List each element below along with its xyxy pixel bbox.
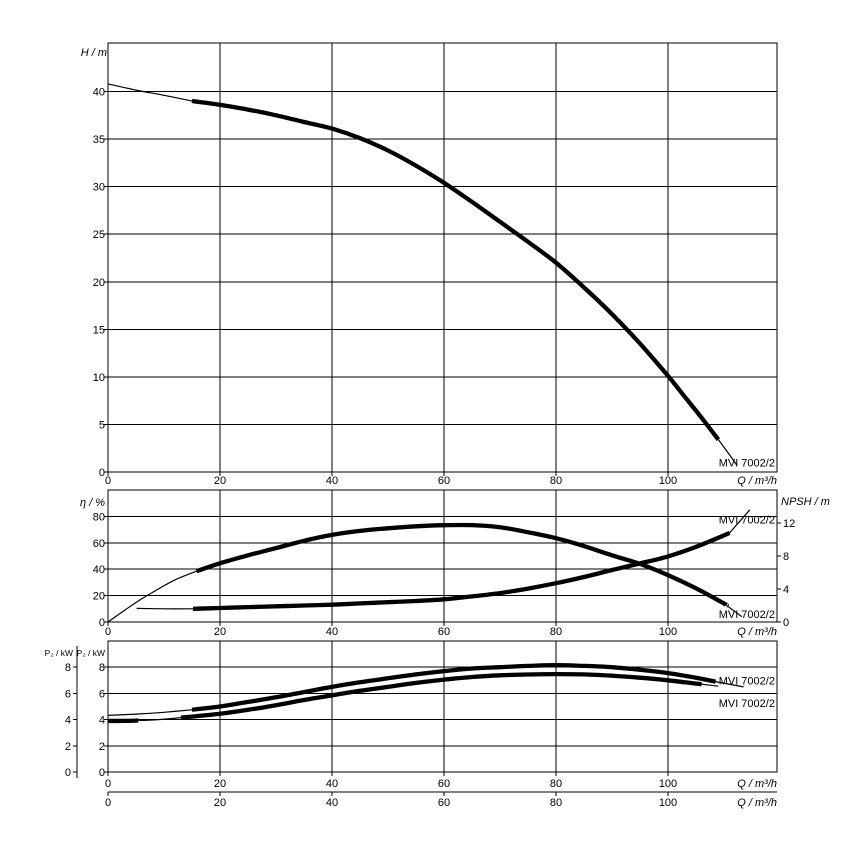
pump-model-label: MVI 7002/2 [719, 515, 775, 527]
y-tick-label: 80 [93, 511, 105, 523]
y-tick-label: 60 [93, 538, 105, 550]
y-tick-label: 20 [93, 277, 105, 289]
x-tick-label: 40 [326, 475, 338, 487]
y-tick-label: 10 [93, 372, 105, 384]
series-npsh-curve-thick [193, 530, 731, 611]
right-y-tick-label: 12 [783, 518, 795, 530]
second-x-tick-label: 80 [550, 797, 562, 809]
x-tick-label: 0 [105, 778, 111, 790]
y-axis-label: H / m [81, 47, 107, 59]
outer-y-axis-label: P₂ / kW [45, 648, 73, 658]
series-head-curve-thin [717, 439, 738, 466]
y-axis-label: P₂ / kW [77, 648, 105, 658]
pump-model-label: MVI 7002/2 [719, 698, 775, 710]
x-axis-label: Q / m³/h [737, 626, 777, 638]
x-tick-label: 20 [214, 475, 226, 487]
plot-frame [107, 640, 778, 773]
second-x-axis-label: Q / m³/h [737, 797, 777, 809]
plot-frame [107, 42, 778, 473]
right-y-tick-label: 0 [783, 617, 789, 629]
y-tick-label: 0 [99, 767, 105, 779]
x-tick-label: 60 [438, 475, 450, 487]
x-tick-label: 80 [550, 626, 562, 638]
y-tick-label: 0 [99, 467, 105, 479]
pump-model-label: MVI 7002/2 [719, 457, 775, 469]
y-tick-label: 5 [99, 419, 105, 431]
pump-model-label: MVI 7002/2 [719, 609, 775, 621]
second-x-tick-label: 20 [214, 797, 226, 809]
x-tick-label: 60 [438, 626, 450, 638]
x-tick-label: 0 [105, 475, 111, 487]
series-efficiency-curve-thick [195, 522, 730, 608]
y-tick-label: 0 [99, 617, 105, 629]
x-tick-label: 80 [550, 475, 562, 487]
series-power-curve-1-thin [715, 681, 744, 688]
y-tick-label: 40 [93, 87, 105, 99]
outer-y-tick-label: 2 [65, 741, 71, 753]
outer-y-tick-label: 0 [65, 767, 71, 779]
y-tick-label: 40 [93, 564, 105, 576]
x-tick-label: 0 [105, 626, 111, 638]
y-tick-label: 30 [93, 182, 105, 194]
outer-y-tick-label: 6 [65, 688, 71, 700]
series-power-curve-2-thick [180, 671, 702, 720]
grid-eff: 0 20 40 60 80 100 Q / m³/h 0 20 40 60 80 η / % 0 4 8 12 N… [80, 490, 830, 638]
series-efficiency-curve-thin [107, 570, 197, 623]
series-head-curve-thick [191, 98, 721, 441]
chart-power: 0 20 40 60 80 100 Q / m³/h 0 2 4 6 8 P₂ / kW 0 2 4 6 8 P₂ … [45, 640, 778, 809]
x-tick-label: 40 [326, 778, 338, 790]
second-x-tick-label: 0 [105, 797, 111, 809]
second-x-tick-label: 40 [326, 797, 338, 809]
x-axis-label: Q / m³/h [737, 778, 777, 790]
second-x-tick-label: 60 [438, 797, 450, 809]
series-power-curve-1-thin [107, 709, 193, 716]
x-tick-label: 100 [659, 778, 677, 790]
right-y-tick-label: 8 [783, 551, 789, 563]
x-tick-label: 100 [659, 475, 677, 487]
x-tick-label: 60 [438, 778, 450, 790]
series-power-curve-2-thin [701, 683, 719, 687]
y-tick-label: 2 [99, 741, 105, 753]
y-tick-label: 35 [93, 134, 105, 146]
outer-y-tick-label: 8 [65, 662, 71, 674]
right-y-axis-label: NPSH / m [781, 496, 830, 508]
series-efficiency-curve-thin [725, 604, 743, 618]
chart-eff: 0 20 40 60 80 100 Q / m³/h 0 20 40 60 80 η / % 0 4 8 12 N… [80, 489, 830, 638]
x-tick-label: 20 [214, 778, 226, 790]
y-tick-label: 25 [93, 229, 105, 241]
y-tick-label: 15 [93, 324, 105, 336]
pump-model-label: MVI 7002/2 [719, 675, 775, 687]
series-power-curve-1-thick [191, 663, 716, 712]
series-power-curve-2-thin [138, 717, 181, 722]
y-axis-label: η / % [80, 497, 105, 509]
series-npsh-curve-thin [729, 509, 751, 534]
plot-frame [107, 489, 778, 623]
chart-head: 0 20 40 60 80 100 Q / m³/h 0 5 10 15 20 25 30 35 40 H / … [81, 42, 778, 487]
x-axis-label: Q / m³/h [737, 475, 777, 487]
x-tick-label: 40 [326, 626, 338, 638]
y-tick-label: 4 [99, 715, 105, 727]
second-x-tick-label: 100 [659, 797, 677, 809]
x-tick-label: 100 [659, 626, 677, 638]
y-tick-label: 20 [93, 591, 105, 603]
x-tick-label: 80 [550, 778, 562, 790]
x-tick-label: 20 [214, 626, 226, 638]
grid-head: 0 20 40 60 80 100 Q / m³/h 0 5 10 15 20 25 30 35 40 H / … [81, 43, 777, 487]
grid-power: 0 20 40 60 80 100 Q / m³/h 0 2 4 6 8 P₂ / kW 0 2 4 6 8 P₂ … [45, 641, 777, 809]
outer-y-tick-label: 4 [65, 715, 71, 727]
right-y-tick-label: 4 [783, 584, 789, 596]
y-tick-label: 6 [99, 688, 105, 700]
y-tick-label: 8 [99, 662, 105, 674]
series-head-curve-thin [107, 83, 193, 102]
